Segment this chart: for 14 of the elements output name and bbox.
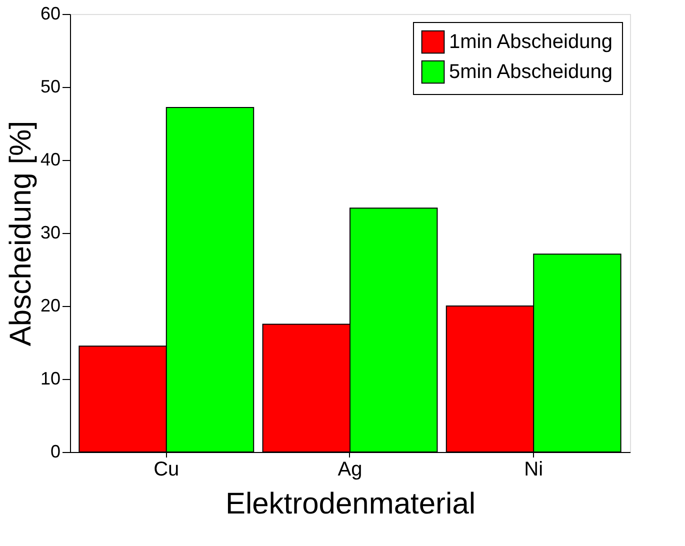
y-tick-label: 10 xyxy=(40,368,60,388)
y-axis-title: Abscheidung [%] xyxy=(4,120,38,346)
legend-label: 1min Abscheidung xyxy=(449,31,612,53)
y-tick-label: 0 xyxy=(50,442,60,462)
y-tick-label: 20 xyxy=(40,296,60,316)
legend-label: 5min Abscheidung xyxy=(449,61,612,83)
y-tick-label: 50 xyxy=(40,76,60,96)
y-tick-label: 60 xyxy=(40,4,60,24)
x-tick-label: Ni xyxy=(524,458,544,480)
x-axis-title: Elektrodenmaterial xyxy=(225,488,476,520)
y-tick-label: 40 xyxy=(40,150,60,170)
x-tick-label: Cu xyxy=(154,458,180,480)
x-tick-label: Ag xyxy=(338,458,362,480)
y-tick-label: 30 xyxy=(40,222,60,242)
